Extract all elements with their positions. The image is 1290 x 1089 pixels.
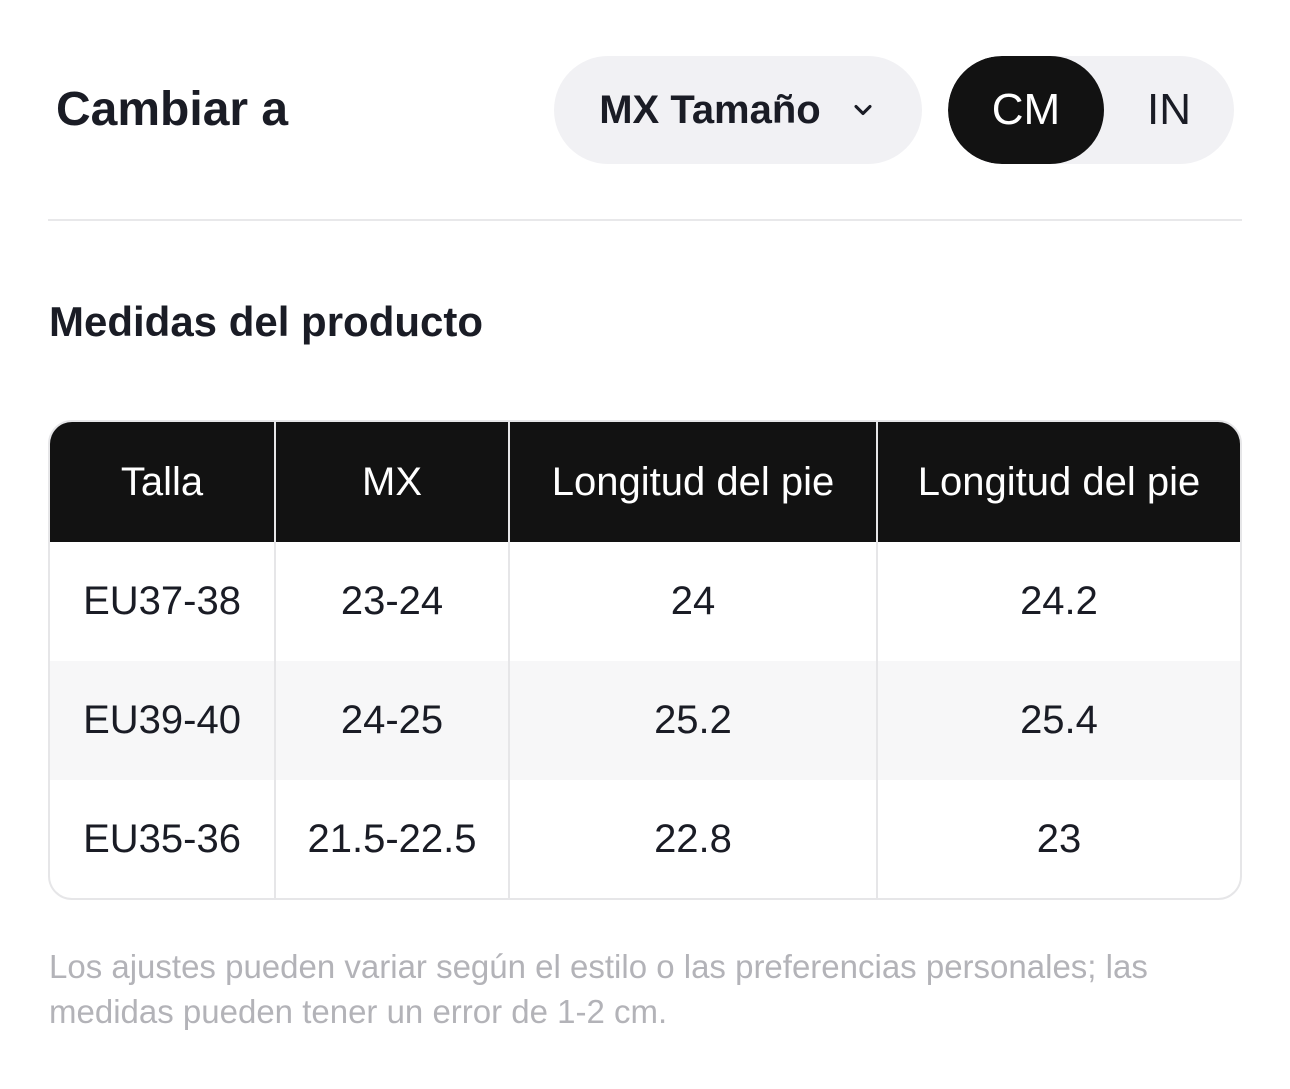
table-cell: EU35-36 — [83, 817, 241, 861]
table-header-cell: Longitud del pie — [876, 422, 1240, 542]
table-cell: 23 — [876, 780, 1240, 898]
size-table: Talla MX Longitud del pie Longitud del p… — [48, 420, 1242, 900]
unit-option-in[interactable]: IN — [1147, 85, 1191, 134]
chevron-down-icon — [849, 96, 877, 124]
table-row: EU39-40 24-25 25.2 25.4 — [50, 661, 1240, 780]
unit-option-cm[interactable]: CM — [948, 56, 1104, 164]
table-cell: 21.5-22.5 — [274, 780, 509, 898]
table-header-cell: Longitud del pie — [508, 422, 877, 542]
table-header-cell: MX — [274, 422, 509, 542]
table-row: EU35-36 21.5-22.5 22.8 23 — [50, 780, 1240, 898]
table-cell: 24 — [508, 542, 877, 661]
table-row: EU37-38 23-24 24 24.2 — [50, 542, 1240, 661]
table-cell: 24-25 — [274, 661, 509, 780]
table-cell: 25.4 — [876, 661, 1240, 780]
table-cell: EU39-40 — [50, 661, 275, 780]
size-system-label: MX Tamaño — [599, 87, 821, 132]
table-header-row: Talla MX Longitud del pie Longitud del p… — [50, 422, 1240, 542]
page-title: Cambiar a — [56, 83, 289, 136]
table-cell: EU37-38 — [83, 579, 241, 623]
divider — [48, 219, 1242, 221]
section-title: Medidas del producto — [49, 298, 484, 345]
table-cell: 22.8 — [508, 780, 877, 898]
table-header-cell: Talla — [50, 422, 275, 542]
table-cell: 25.2 — [508, 661, 877, 780]
table-cell: 23-24 — [274, 542, 509, 661]
measurement-note: Los ajustes pueden variar según el estil… — [49, 948, 1148, 1030]
unit-toggle: CM IN — [948, 56, 1234, 164]
table-cell: 24.2 — [876, 542, 1240, 661]
size-system-dropdown[interactable]: MX Tamaño — [554, 56, 922, 164]
